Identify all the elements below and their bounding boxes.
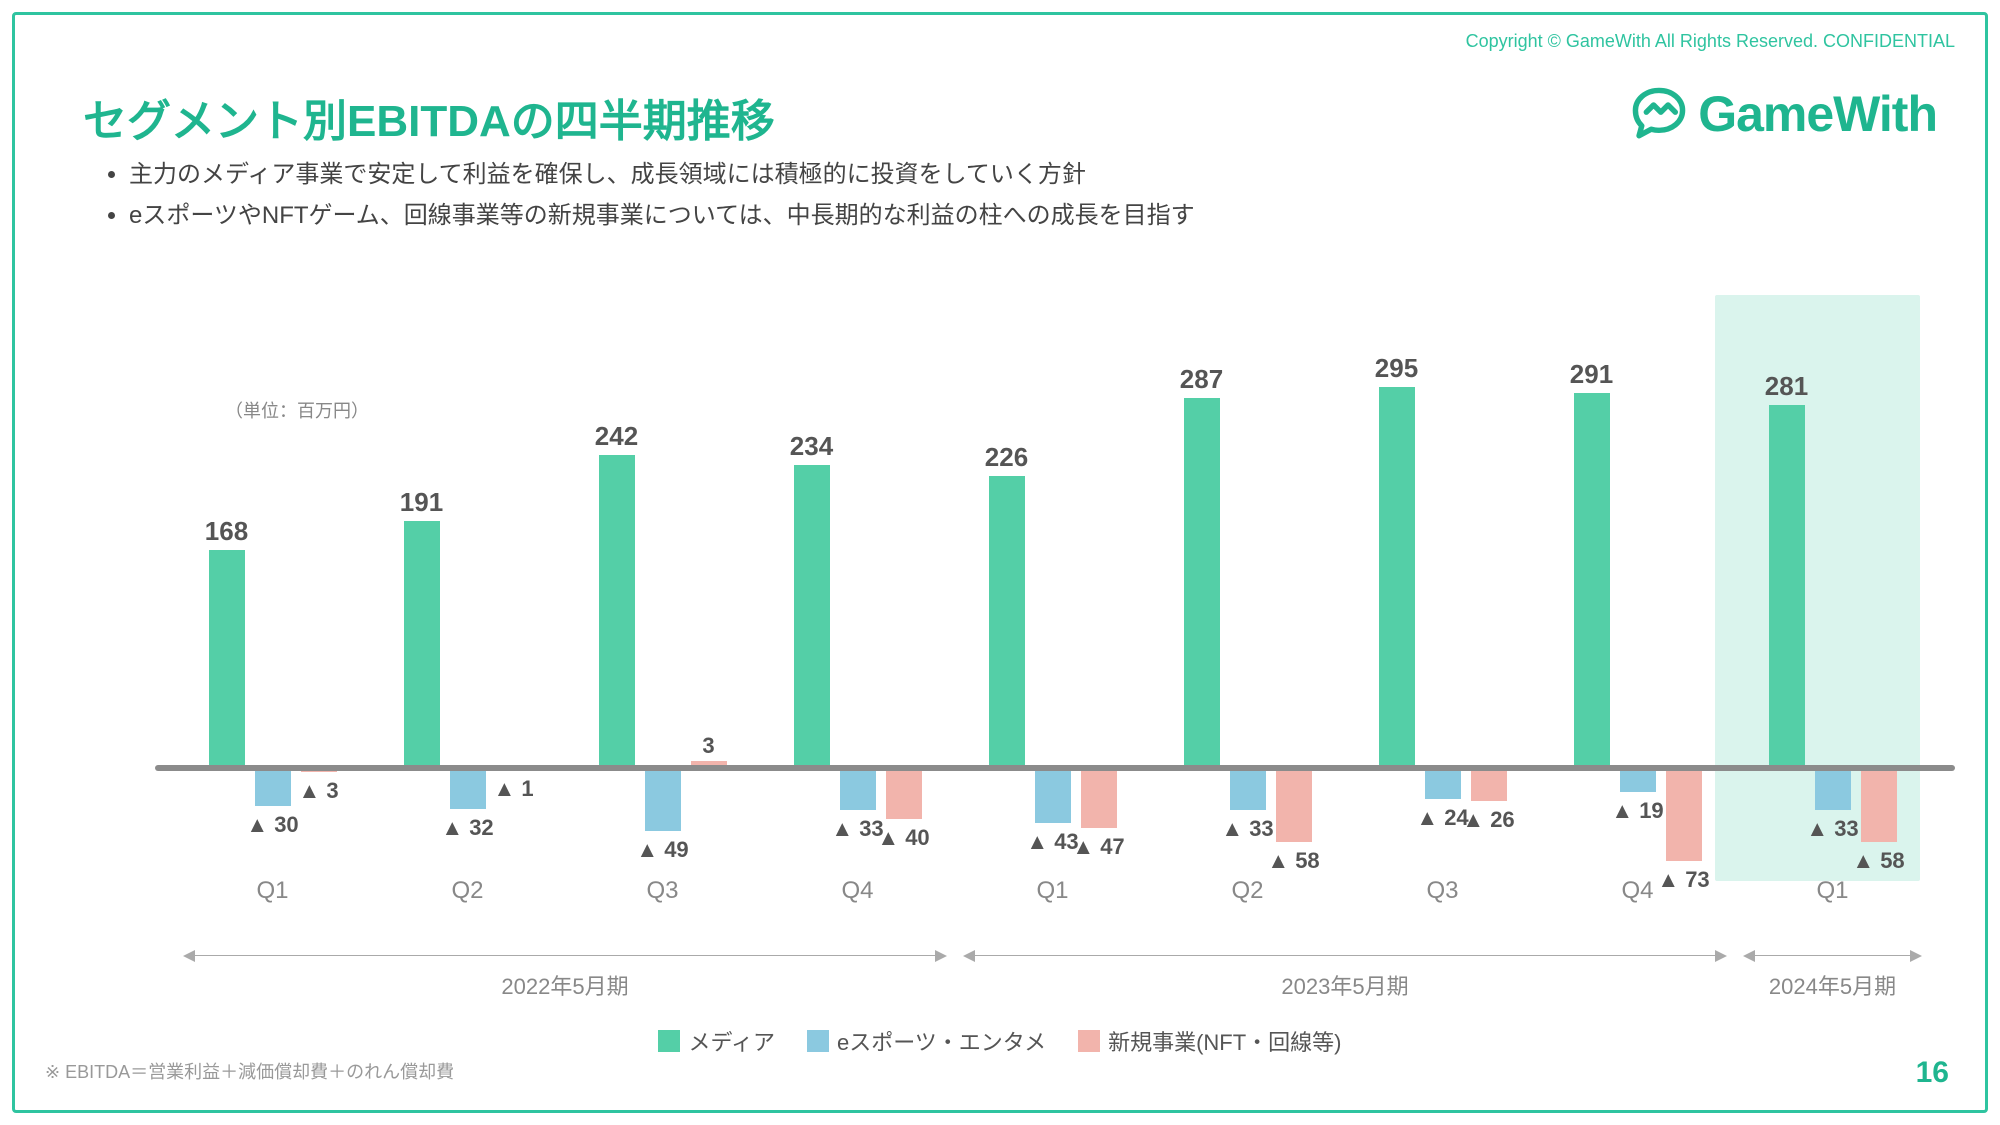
bar: [209, 550, 245, 765]
chat-icon: [1630, 85, 1688, 143]
bar-value-label: ▲ 58: [1249, 848, 1339, 874]
legend-label: 新規事業(NFT・回線等): [1108, 1025, 1341, 1057]
bullet-list: 主力のメディア事業で安定して利益を確保し、成長領域には積極的に投資をしていく方針…: [105, 155, 1195, 237]
bar: [1379, 387, 1415, 765]
ebitda-chart: 168▲ 30▲ 3Q1191▲ 32▲ 1Q2242▲ 493Q3234▲ 3…: [175, 295, 1935, 935]
quarter-label: Q1: [175, 877, 370, 905]
bar-group: 168 ▲ 30 ▲ 3 Q1: [175, 295, 370, 935]
bar-group: 191 ▲ 32 ▲ 1 Q2: [370, 295, 565, 935]
period-label: 2024年5月期: [1745, 969, 1920, 1001]
bar: [1230, 768, 1266, 810]
quarter-label: Q2: [1150, 877, 1345, 905]
slide-frame: Copyright © GameWith All Rights Reserved…: [12, 12, 1988, 1113]
bar-value-label: 3: [664, 733, 754, 759]
bar: [1815, 768, 1851, 810]
bar-value-label: 281: [1747, 371, 1827, 402]
legend-label: メディア: [688, 1025, 774, 1057]
brand-logo: GameWith: [1630, 85, 1937, 143]
legend-swatch: [807, 1030, 829, 1052]
bar: [404, 521, 440, 765]
bar-group: 234▲ 33▲ 40Q4: [760, 295, 955, 935]
bar-group: 226▲ 43▲ 47Q1: [955, 295, 1150, 935]
period-axis: 2022年5月期 2023年5月期 2024年5月期: [175, 955, 1935, 1015]
quarter-label: Q2: [370, 877, 565, 905]
bar: [1276, 768, 1312, 842]
period-bracket: [185, 955, 945, 956]
legend-swatch: [1078, 1030, 1100, 1052]
page-title: セグメント別EBITDAの四半期推移: [83, 85, 775, 149]
bar-value-label: ▲ 3: [274, 778, 364, 804]
bar: [1471, 768, 1507, 801]
bar: [1769, 405, 1805, 765]
copyright-text: Copyright © GameWith All Rights Reserved…: [1466, 31, 1955, 52]
bar-value-label: ▲ 1: [469, 776, 559, 802]
bar-value-label: 295: [1357, 353, 1437, 384]
period-label: 2023年5月期: [965, 969, 1725, 1001]
legend-item: eスポーツ・エンタメ: [807, 1025, 1046, 1057]
quarter-label: Q1: [955, 877, 1150, 905]
logo-text: GameWith: [1698, 85, 1937, 143]
bar: [1425, 768, 1461, 799]
legend-item: 新規事業(NFT・回線等): [1078, 1025, 1341, 1057]
bar-value-label: 287: [1162, 364, 1242, 395]
bar-group: 291▲ 19▲ 73Q4: [1540, 295, 1735, 935]
chart-legend: メディア eスポーツ・エンタメ 新規事業(NFT・回線等): [15, 1025, 1985, 1058]
bar-group: 295▲ 24▲ 26Q3: [1345, 295, 1540, 935]
bar-value-label: 291: [1552, 359, 1632, 390]
bar-value-label: ▲ 40: [859, 825, 949, 851]
bar-group: 281▲ 33▲ 58Q1: [1735, 295, 1930, 935]
legend-item: メディア: [658, 1025, 774, 1057]
legend-label: eスポーツ・エンタメ: [837, 1025, 1046, 1057]
bar: [599, 455, 635, 765]
bullet-item: eスポーツやNFTゲーム、回線事業等の新規事業については、中長期的な利益の柱への…: [129, 196, 1195, 237]
quarter-label: Q4: [760, 877, 955, 905]
bar: [1035, 768, 1071, 823]
bar: [886, 768, 922, 819]
bar-value-label: 226: [967, 442, 1047, 473]
bar-value-label: 168: [187, 516, 267, 547]
bar-value-label: 191: [382, 487, 462, 518]
bar-value-label: ▲ 58: [1834, 848, 1924, 874]
bullet-item: 主力のメディア事業で安定して利益を確保し、成長領域には積極的に投資をしていく方針: [129, 155, 1195, 196]
bar: [989, 476, 1025, 765]
legend-swatch: [658, 1030, 680, 1052]
period-bracket: [1745, 955, 1920, 956]
bar-value-label: ▲ 47: [1054, 834, 1144, 860]
bar: [840, 768, 876, 810]
bar-value-label: ▲ 26: [1444, 807, 1534, 833]
bar: [1861, 768, 1897, 842]
bar: [1184, 398, 1220, 765]
bar-group: 287▲ 33▲ 58Q2: [1150, 295, 1345, 935]
zero-baseline: [155, 765, 1955, 771]
page-number: 16: [1916, 1056, 1949, 1090]
bar: [1574, 393, 1610, 765]
quarter-label: Q4: [1540, 877, 1735, 905]
footnote-text: ※ EBITDA＝営業利益＋減価償却費＋のれん償却費: [45, 1058, 454, 1084]
bar: [1081, 768, 1117, 828]
bar-value-label: ▲ 32: [423, 815, 513, 841]
bar-value-label: ▲ 30: [228, 812, 318, 838]
quarter-label: Q1: [1735, 877, 1930, 905]
bar-value-label: ▲ 49: [618, 837, 708, 863]
quarter-label: Q3: [1345, 877, 1540, 905]
bar-value-label: 234: [772, 431, 852, 462]
quarter-label: Q3: [565, 877, 760, 905]
bar: [1620, 768, 1656, 792]
bar: [645, 768, 681, 831]
bar-value-label: 242: [577, 421, 657, 452]
bar: [794, 465, 830, 765]
period-bracket: [965, 955, 1725, 956]
period-label: 2022年5月期: [185, 969, 945, 1001]
bar-group: 242 ▲ 49 3 Q3: [565, 295, 760, 935]
bar: [1666, 768, 1702, 861]
